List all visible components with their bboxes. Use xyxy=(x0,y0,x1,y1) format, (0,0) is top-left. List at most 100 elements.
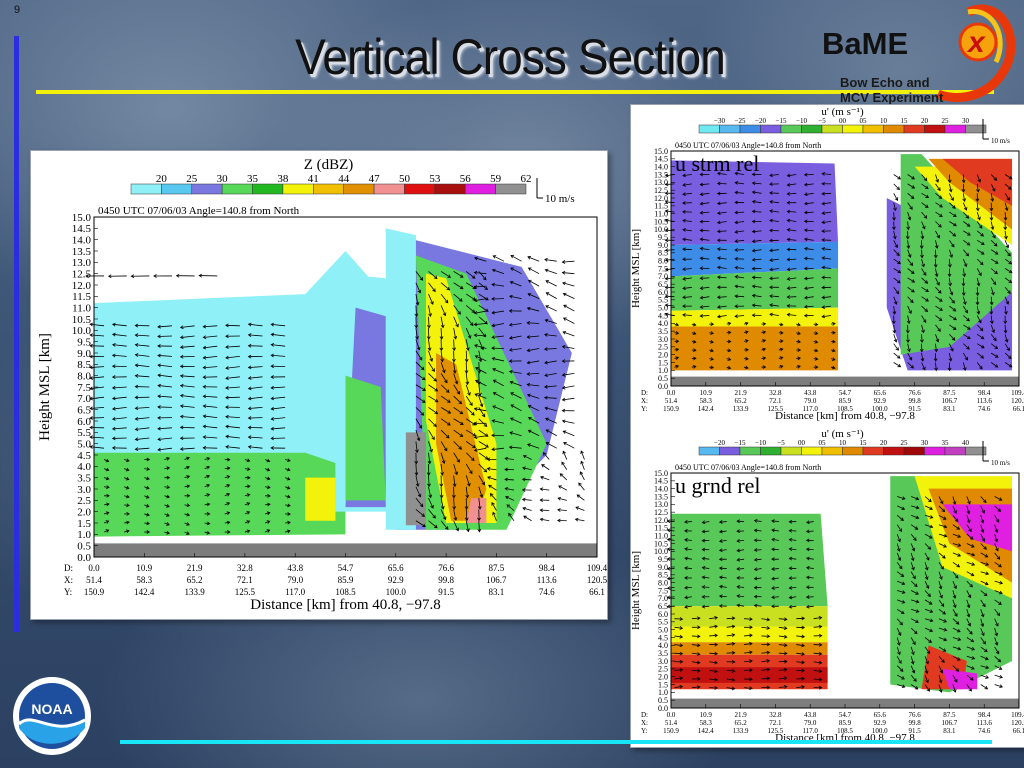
wind-vector-head xyxy=(429,358,434,362)
wind-vector xyxy=(719,549,727,551)
wind-vector xyxy=(952,505,957,514)
wind-vector xyxy=(726,625,735,628)
wind-vector xyxy=(822,173,832,175)
wind-vector-head xyxy=(491,346,495,351)
wind-vector xyxy=(453,441,462,450)
wind-vector xyxy=(478,441,489,448)
wind-vector-head xyxy=(980,335,985,340)
wind-vector xyxy=(580,450,585,460)
colorbar-swatch xyxy=(965,446,987,456)
wind-vector xyxy=(158,374,173,378)
x-tick-label: 58.3 xyxy=(136,575,152,585)
wind-vector xyxy=(478,452,489,460)
wind-vector xyxy=(474,435,487,438)
wind-vector-head xyxy=(984,554,989,558)
wind-vector xyxy=(771,548,779,551)
wind-vector xyxy=(164,495,170,498)
wind-vector-head xyxy=(580,450,584,455)
wind-vector-head xyxy=(980,233,984,237)
wind-vector-head xyxy=(179,345,184,350)
x-tick-label: 76.6 xyxy=(908,711,921,719)
wind-vector xyxy=(966,590,971,598)
wind-vector xyxy=(907,343,910,352)
y-tick-label: 11.5 xyxy=(654,524,668,533)
wind-vector xyxy=(778,618,787,620)
wind-vector xyxy=(112,333,127,337)
wind-vector xyxy=(752,230,762,233)
wind-vector xyxy=(478,339,484,350)
wind-vector xyxy=(737,586,745,588)
wind-vector-head xyxy=(990,226,995,231)
wind-vector-head xyxy=(892,311,897,315)
wind-vector-head xyxy=(771,537,775,542)
wind-vector xyxy=(562,373,575,376)
wind-vector-head xyxy=(488,484,492,489)
wind-vector-head xyxy=(579,471,584,475)
wind-vector-head xyxy=(716,171,721,176)
wind-vector-head xyxy=(899,565,903,570)
wind-vector-head xyxy=(179,335,184,340)
wind-vector-head xyxy=(415,336,419,340)
wind-vector-head xyxy=(821,229,825,234)
wind-vector xyxy=(112,323,127,327)
wind-vector xyxy=(203,335,218,338)
wind-vector xyxy=(735,239,745,242)
wind-vector-head xyxy=(452,347,456,352)
wind-vector xyxy=(980,655,989,660)
wind-vector xyxy=(90,366,105,368)
wind-vector-head xyxy=(749,617,753,621)
wind-vector-head xyxy=(784,659,788,664)
wind-vector xyxy=(952,590,956,599)
wind-vector-head xyxy=(508,348,513,352)
wind-vector xyxy=(787,183,797,186)
wind-vector xyxy=(204,503,210,506)
wind-vector xyxy=(907,305,912,314)
wind-vector-head xyxy=(805,538,810,543)
y-tick-label: 7.5 xyxy=(658,264,668,273)
wind-vector xyxy=(921,211,928,219)
wind-vector xyxy=(735,182,745,185)
wind-vector-head xyxy=(803,201,808,206)
colorbar-swatch xyxy=(944,124,966,134)
wind-vector xyxy=(492,269,505,275)
wind-vector-head xyxy=(976,282,981,287)
wind-vector xyxy=(474,408,487,412)
wind-vector xyxy=(184,504,190,507)
wind-vector xyxy=(428,282,436,292)
wind-vector xyxy=(744,643,753,645)
x-tick-label: 150.9 xyxy=(663,727,679,735)
wind-vector-head xyxy=(716,295,721,300)
x-tick-label: 87.5 xyxy=(489,563,505,573)
wind-vector-head xyxy=(962,367,967,371)
wind-vector-head xyxy=(455,527,459,532)
wind-vector xyxy=(465,350,468,362)
wind-vector-head xyxy=(744,330,749,335)
wind-vector xyxy=(806,521,814,523)
wind-vector xyxy=(806,605,814,608)
wind-vector xyxy=(980,609,984,617)
wind-vector-head xyxy=(751,293,756,298)
wind-vector xyxy=(907,240,910,249)
wind-vector xyxy=(897,590,905,594)
wind-vector xyxy=(787,238,797,241)
wind-vector-head xyxy=(527,255,532,260)
wind-vector xyxy=(180,325,195,328)
wind-vector-head xyxy=(472,432,477,437)
wind-vector-head xyxy=(786,277,791,281)
wind-vector-head xyxy=(924,566,929,571)
wind-vector xyxy=(735,295,745,298)
wind-vector xyxy=(158,447,173,451)
colorbar-tick-label: 30 xyxy=(921,439,929,447)
wind-vector-head xyxy=(769,200,773,204)
wind-vector-head xyxy=(492,379,497,383)
wind-vector xyxy=(90,323,105,327)
wind-vector-head xyxy=(962,198,967,202)
wind-vector xyxy=(575,506,585,511)
y-tick-label: 15.0 xyxy=(72,212,92,224)
wind-vector-head xyxy=(734,230,739,234)
wind-vector xyxy=(509,335,522,339)
wind-vector-head xyxy=(788,547,793,551)
wind-vector-head xyxy=(563,304,567,309)
wind-vector-head xyxy=(922,319,927,323)
wind-vector-head xyxy=(949,254,953,259)
